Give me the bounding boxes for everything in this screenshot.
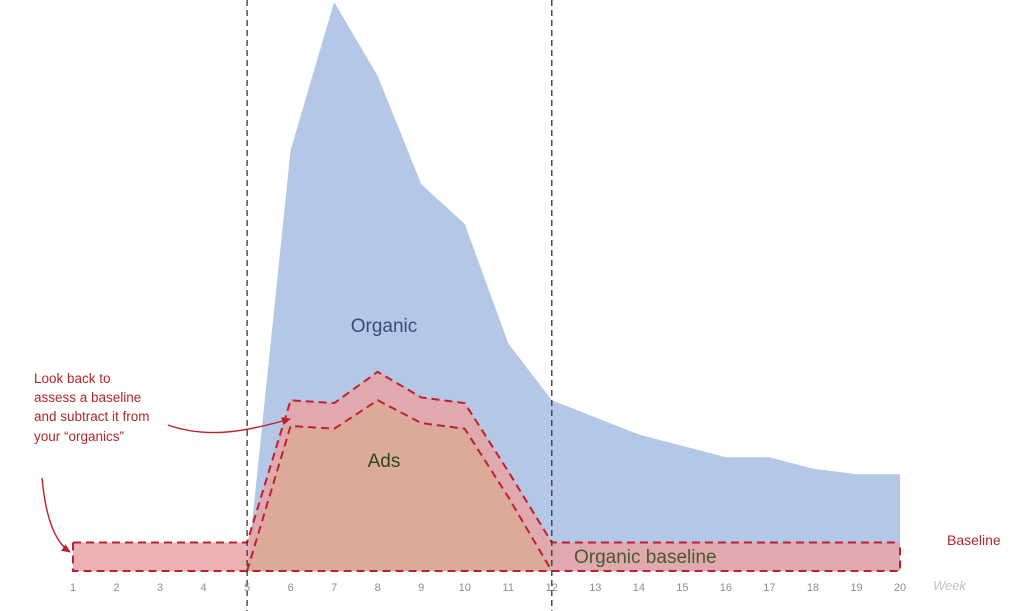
x-tick-label: 11	[503, 582, 514, 594]
ads-label: Ads	[368, 451, 401, 472]
x-tick-label: 16	[720, 582, 732, 594]
callout-line-4: your “organics”	[34, 429, 124, 444]
callout-line-2: assess a baseline	[34, 390, 141, 405]
x-tick-label: 9	[418, 582, 424, 594]
x-tick-label: 5	[244, 582, 250, 594]
x-tick-label: 2	[113, 582, 119, 594]
baseline-band-top-outline	[73, 370, 900, 544]
callout-text: Look back to assess a baseline and subtr…	[34, 371, 150, 444]
x-tick-label: 15	[676, 582, 688, 594]
x-tick-label: 19	[850, 582, 862, 594]
callout-line-1: Look back to	[34, 371, 111, 386]
x-tick-label: 14	[633, 582, 645, 594]
x-tick-label: 1	[70, 582, 76, 594]
x-tick-label: 10	[459, 582, 471, 594]
x-tick-label: 7	[331, 582, 337, 594]
baseline-band-bottom-outline	[72, 542, 901, 572]
ads-top-outline	[246, 399, 553, 572]
x-axis-label: Week	[933, 578, 967, 593]
organic-baseline-label: Organic baseline	[574, 547, 717, 568]
x-tick-label: 17	[763, 582, 775, 594]
x-tick-label: 12	[546, 582, 558, 594]
x-tick-label: 18	[807, 582, 819, 594]
baseline-band	[73, 371, 900, 571]
callout-arrow-to-band	[167, 417, 291, 434]
x-tick-label: 4	[201, 582, 207, 594]
x-tick-label: 3	[157, 582, 163, 594]
x-tick-label: 20	[894, 582, 906, 594]
baseline-tag: Baseline	[947, 532, 1001, 548]
callout-arrow-to-baseline	[41, 477, 71, 553]
callout-line-3: and subtract it from	[34, 409, 150, 424]
x-tick-label: 13	[589, 582, 601, 594]
organic-label: Organic	[351, 316, 418, 337]
x-tick-label: 6	[288, 582, 294, 594]
x-tick-label: 8	[375, 582, 381, 594]
